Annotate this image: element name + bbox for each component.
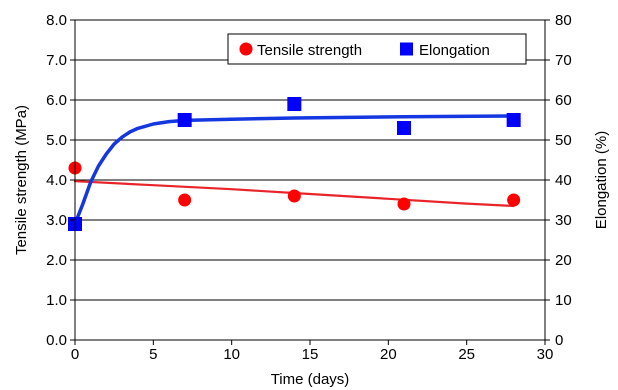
fit-line-elongation bbox=[73, 114, 516, 226]
axis-ticks: 0.01.02.03.04.05.06.07.08.00102030405060… bbox=[46, 12, 572, 363]
y2-tick-label-2: 20 bbox=[555, 252, 572, 269]
legend-marker-elongation bbox=[400, 42, 413, 56]
x-tick-label-6: 30 bbox=[537, 346, 554, 363]
y-axis-label: Tensile strength (MPa) bbox=[13, 105, 30, 255]
data-markers bbox=[68, 97, 521, 231]
y2-axis-label: Elongation (%) bbox=[593, 131, 610, 229]
y2-tick-label-7: 70 bbox=[555, 52, 572, 69]
y-tick-label-8: 8.0 bbox=[46, 12, 67, 29]
y2-tick-label-1: 10 bbox=[555, 292, 572, 309]
tensile-strength-point-2 bbox=[287, 189, 301, 203]
elongation-point-1 bbox=[177, 113, 192, 127]
gridlines bbox=[75, 59, 545, 301]
x-tick-label-2: 10 bbox=[223, 346, 240, 363]
fit-lines bbox=[73, 114, 516, 226]
y-tick-label-0: 0.0 bbox=[46, 332, 67, 349]
y-tick-label-1: 1.0 bbox=[46, 292, 67, 309]
fit-line-tensile-strength bbox=[73, 180, 515, 208]
tensile-strength-point-4 bbox=[507, 193, 521, 207]
x-tick-label-5: 25 bbox=[458, 346, 475, 363]
tensile-strength-point-3 bbox=[397, 197, 411, 211]
y-tick-label-7: 7.0 bbox=[46, 52, 67, 69]
legend-label-tensile-strength: Tensile strength bbox=[257, 42, 362, 59]
x-tick-label-0: 0 bbox=[71, 346, 79, 363]
y2-tick-label-8: 80 bbox=[555, 12, 572, 29]
x-tick-label-4: 20 bbox=[380, 346, 397, 363]
y-tick-label-3: 3.0 bbox=[46, 212, 67, 229]
y2-tick-label-5: 50 bbox=[555, 132, 572, 149]
y2-tick-label-4: 40 bbox=[555, 172, 572, 189]
y2-tick-label-6: 60 bbox=[555, 92, 572, 109]
legend-label-elongation: Elongation bbox=[419, 42, 490, 59]
elongation-point-3 bbox=[397, 121, 411, 135]
x-tick-label-1: 5 bbox=[149, 346, 157, 363]
legend-marker-tensile-strength bbox=[239, 42, 253, 56]
tensile-strength-point-1 bbox=[178, 193, 192, 207]
legend-box bbox=[227, 33, 527, 65]
y2-tick-label-0: 0 bbox=[555, 332, 563, 349]
y-tick-label-2: 2.0 bbox=[46, 252, 67, 269]
x-tick-label-3: 15 bbox=[302, 346, 319, 363]
y-tick-label-6: 6.0 bbox=[46, 92, 67, 109]
elongation-point-4 bbox=[506, 113, 521, 127]
y-tick-label-5: 5.0 bbox=[46, 132, 67, 149]
elongation-point-2 bbox=[287, 97, 302, 111]
y-tick-label-4: 4.0 bbox=[46, 172, 67, 189]
y2-tick-label-3: 30 bbox=[555, 212, 572, 229]
legend: Tensile strength Elongation bbox=[227, 33, 527, 65]
x-axis-label: Time (days) bbox=[271, 371, 350, 388]
